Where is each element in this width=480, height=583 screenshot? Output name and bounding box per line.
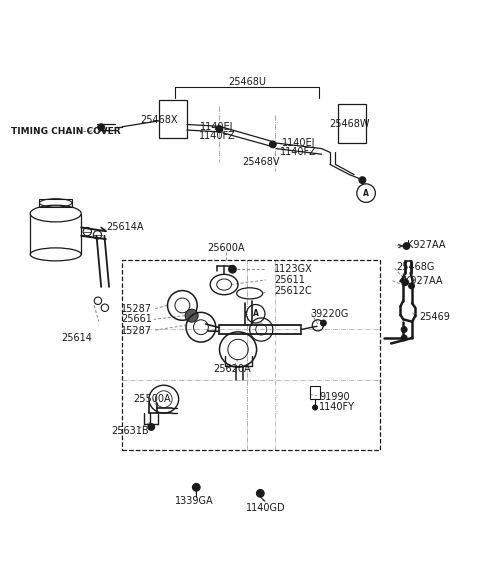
Circle shape	[313, 405, 317, 410]
Text: 25500A: 25500A	[133, 394, 171, 404]
Text: 25631B: 25631B	[111, 426, 149, 436]
Circle shape	[401, 326, 407, 332]
Bar	[39, 199, 72, 206]
Text: 1140EJ: 1140EJ	[201, 122, 234, 132]
Text: 15287: 15287	[121, 326, 152, 336]
Text: 25468G: 25468G	[396, 262, 434, 272]
Circle shape	[229, 265, 236, 273]
Text: 1140GD: 1140GD	[246, 503, 286, 513]
Circle shape	[148, 424, 155, 430]
Bar	[159, 100, 187, 138]
Circle shape	[257, 490, 264, 497]
Circle shape	[98, 124, 105, 131]
Text: 25468W: 25468W	[329, 120, 370, 129]
Text: K927AA: K927AA	[408, 240, 446, 250]
Text: 25600A: 25600A	[208, 243, 245, 254]
Text: 15287: 15287	[121, 304, 152, 314]
Text: 1123GX: 1123GX	[274, 264, 313, 274]
Circle shape	[321, 320, 326, 326]
Ellipse shape	[185, 309, 198, 322]
Text: 25620A: 25620A	[213, 364, 251, 374]
Text: 1140FZ: 1140FZ	[280, 147, 317, 157]
Circle shape	[402, 279, 408, 286]
Circle shape	[216, 126, 223, 132]
Text: 25468U: 25468U	[228, 77, 266, 87]
Text: 1140FZ: 1140FZ	[199, 131, 236, 141]
Text: 25612C: 25612C	[274, 286, 312, 297]
Text: A: A	[253, 309, 259, 318]
Bar	[122, 260, 380, 450]
Bar	[338, 104, 366, 143]
Text: 25469: 25469	[419, 312, 450, 322]
Text: 1140FY: 1140FY	[319, 402, 355, 412]
Text: 25611: 25611	[274, 275, 305, 285]
Text: TIMING CHAIN COVER: TIMING CHAIN COVER	[11, 127, 120, 136]
Text: 1339GA: 1339GA	[175, 496, 213, 506]
Text: K927AA: K927AA	[404, 276, 443, 286]
Bar	[310, 386, 320, 399]
Circle shape	[401, 335, 407, 340]
Circle shape	[403, 243, 410, 250]
Text: 25661: 25661	[121, 314, 152, 324]
Text: 25614A: 25614A	[106, 223, 144, 233]
Circle shape	[409, 283, 414, 289]
Text: 25614: 25614	[61, 333, 92, 343]
Text: 25468V: 25468V	[242, 157, 280, 167]
Circle shape	[359, 177, 366, 184]
Text: 1140EJ: 1140EJ	[282, 138, 315, 148]
Text: 25468X: 25468X	[141, 115, 178, 125]
Text: 39220G: 39220G	[310, 309, 348, 319]
Circle shape	[270, 141, 276, 147]
Text: A: A	[363, 189, 369, 198]
Circle shape	[192, 483, 200, 491]
Text: 91990: 91990	[319, 392, 350, 402]
